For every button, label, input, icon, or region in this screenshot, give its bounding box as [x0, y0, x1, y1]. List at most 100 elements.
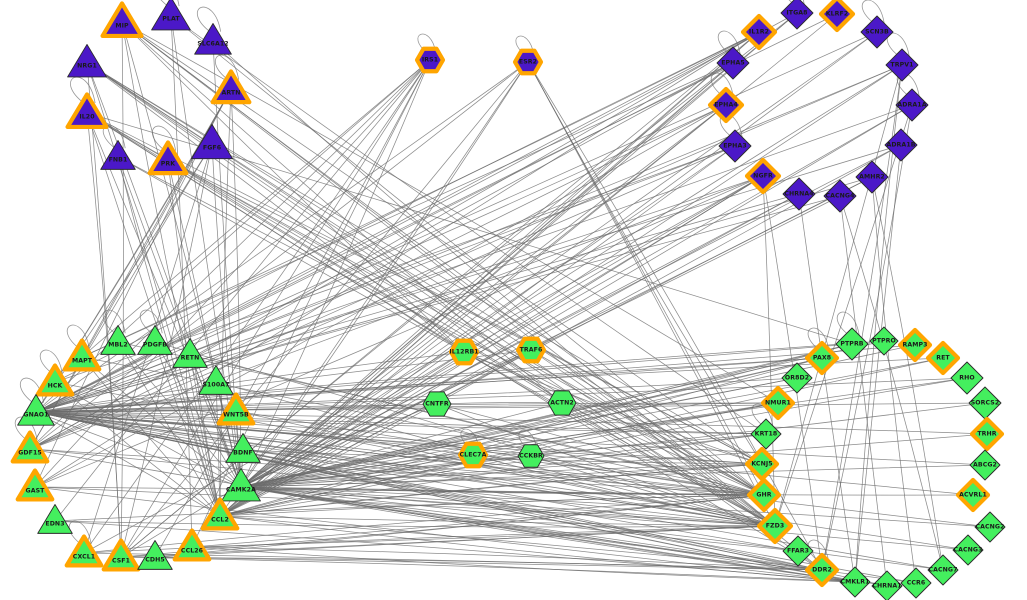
triangle-glyph — [100, 1, 144, 39]
triangle-glyph — [210, 69, 252, 105]
graph-node-cntfr[interactable]: CNTFR — [419, 386, 455, 422]
diamond-glyph — [900, 567, 932, 599]
graph-node-il20[interactable]: IL20 — [62, 88, 112, 138]
diamond-glyph — [760, 385, 796, 421]
diamond-glyph — [871, 570, 903, 600]
hexagon-glyph — [515, 336, 547, 364]
graph-node-irs1[interactable]: IRS1 — [410, 40, 450, 80]
diamond-glyph — [718, 129, 752, 163]
diamond-glyph — [750, 418, 782, 450]
triangle-glyph — [200, 497, 240, 531]
triangle-glyph — [191, 123, 233, 160]
graph-node-traf6[interactable]: TRAF6 — [511, 330, 551, 370]
triangle-glyph — [151, 0, 191, 31]
hexagon-glyph — [517, 444, 545, 468]
diamond-glyph — [927, 554, 959, 586]
diamond-glyph — [897, 327, 933, 363]
graph-node-nrg1[interactable]: NRG1 — [65, 41, 109, 85]
graph-node-artn[interactable]: ARTN — [207, 65, 255, 113]
graph-node-adra1a[interactable]: ADRA1A — [892, 85, 932, 125]
triangle-glyph — [137, 325, 173, 355]
triangle-glyph — [137, 540, 173, 570]
graph-node-plat[interactable]: PLAT — [149, 0, 193, 38]
graph-node-slc6a12[interactable]: SLC6A12 — [192, 20, 234, 62]
triangle-glyph — [198, 365, 234, 395]
graph-node-ccl26[interactable]: CCL26 — [169, 524, 215, 570]
graph-node-fgf6[interactable]: FGF6 — [189, 121, 235, 167]
graph-node-cdh5[interactable]: CDH5 — [135, 537, 175, 577]
diamond-glyph — [839, 566, 871, 598]
hexagon-glyph — [422, 391, 452, 417]
diamond-glyph — [823, 179, 857, 213]
triangle-glyph — [101, 538, 141, 572]
graph-node-chrna4[interactable]: CHRNA4 — [779, 174, 819, 214]
triangle-glyph — [221, 467, 261, 502]
hexagon-glyph — [448, 338, 480, 366]
triangle-glyph — [194, 23, 232, 55]
diamond-glyph — [895, 88, 929, 122]
diamond-glyph — [756, 507, 794, 545]
graph-node-cacng4[interactable]: CACNG4 — [820, 176, 860, 216]
graph-node-esr2[interactable]: ESR2 — [508, 42, 548, 82]
graph-node-actn2[interactable]: ACTN2 — [544, 385, 580, 421]
graph-node-fnb1[interactable]: FNB1 — [98, 137, 138, 177]
triangle-glyph — [100, 325, 136, 355]
triangle-glyph — [15, 468, 55, 502]
diamond-glyph — [969, 449, 1001, 481]
triangle-glyph — [35, 363, 75, 397]
graph-node-cckbr[interactable]: CCKBR — [514, 439, 548, 473]
triangle-glyph — [147, 140, 189, 176]
diamond-glyph — [740, 13, 778, 51]
diamond-glyph — [835, 327, 869, 361]
diamond-glyph — [744, 157, 782, 195]
graph-node-clec7a[interactable]: CLEC7A — [453, 435, 493, 475]
triangle-glyph — [225, 433, 261, 463]
diamond-glyph — [955, 477, 991, 513]
hexagon-glyph — [414, 46, 446, 74]
diamond-glyph — [952, 534, 984, 566]
diamond-glyph — [974, 511, 1006, 543]
triangle-glyph — [10, 430, 50, 464]
triangle-glyph — [67, 43, 107, 78]
graph-node-wnt5b[interactable]: WNT5B — [213, 388, 259, 434]
diamond-glyph — [860, 15, 894, 49]
diamond-glyph — [804, 340, 840, 376]
diamond-glyph — [804, 552, 840, 588]
diamond-glyph — [950, 361, 984, 395]
diamond-glyph — [707, 86, 745, 124]
graph-node-il12rb1[interactable]: IL12RB1 — [444, 332, 484, 372]
graph-node-trpv1[interactable]: TRPV1 — [882, 45, 922, 85]
diamond-glyph — [869, 326, 899, 356]
triangle-glyph — [37, 504, 73, 534]
triangle-glyph — [65, 92, 109, 130]
triangle-glyph — [17, 394, 55, 426]
graph-node-klrf2[interactable]: KLRF2 — [814, 0, 860, 37]
triangle-glyph — [64, 534, 104, 568]
graph-node-epha5[interactable]: EPHA5 — [713, 43, 753, 83]
diamond-glyph — [716, 46, 750, 80]
diamond-glyph — [818, 0, 856, 33]
graph-node-epha4[interactable]: EPHA4 — [703, 82, 749, 128]
graph-node-ccr6[interactable]: CCR6 — [897, 564, 935, 600]
diamond-glyph — [746, 477, 782, 513]
hexagon-glyph — [547, 390, 577, 416]
diamond-glyph — [969, 416, 1005, 452]
graph-node-itga8[interactable]: ITGA8 — [777, 0, 817, 33]
diamond-glyph — [744, 446, 780, 482]
graph-node-prk[interactable]: PRK — [144, 136, 192, 184]
diamond-glyph — [884, 128, 918, 162]
diamond-glyph — [780, 0, 814, 30]
triangle-glyph — [216, 392, 256, 426]
triangle-glyph — [62, 338, 102, 372]
triangle-glyph — [172, 338, 208, 368]
graph-node-bdnf[interactable]: BDNF — [223, 430, 263, 470]
diamond-glyph — [855, 160, 889, 194]
triangle-glyph — [100, 140, 136, 170]
graph-node-pdgfb[interactable]: PDGFB — [135, 322, 175, 362]
diamond-glyph — [782, 177, 816, 211]
diamond-glyph — [782, 535, 814, 567]
hexagon-glyph — [512, 48, 544, 76]
